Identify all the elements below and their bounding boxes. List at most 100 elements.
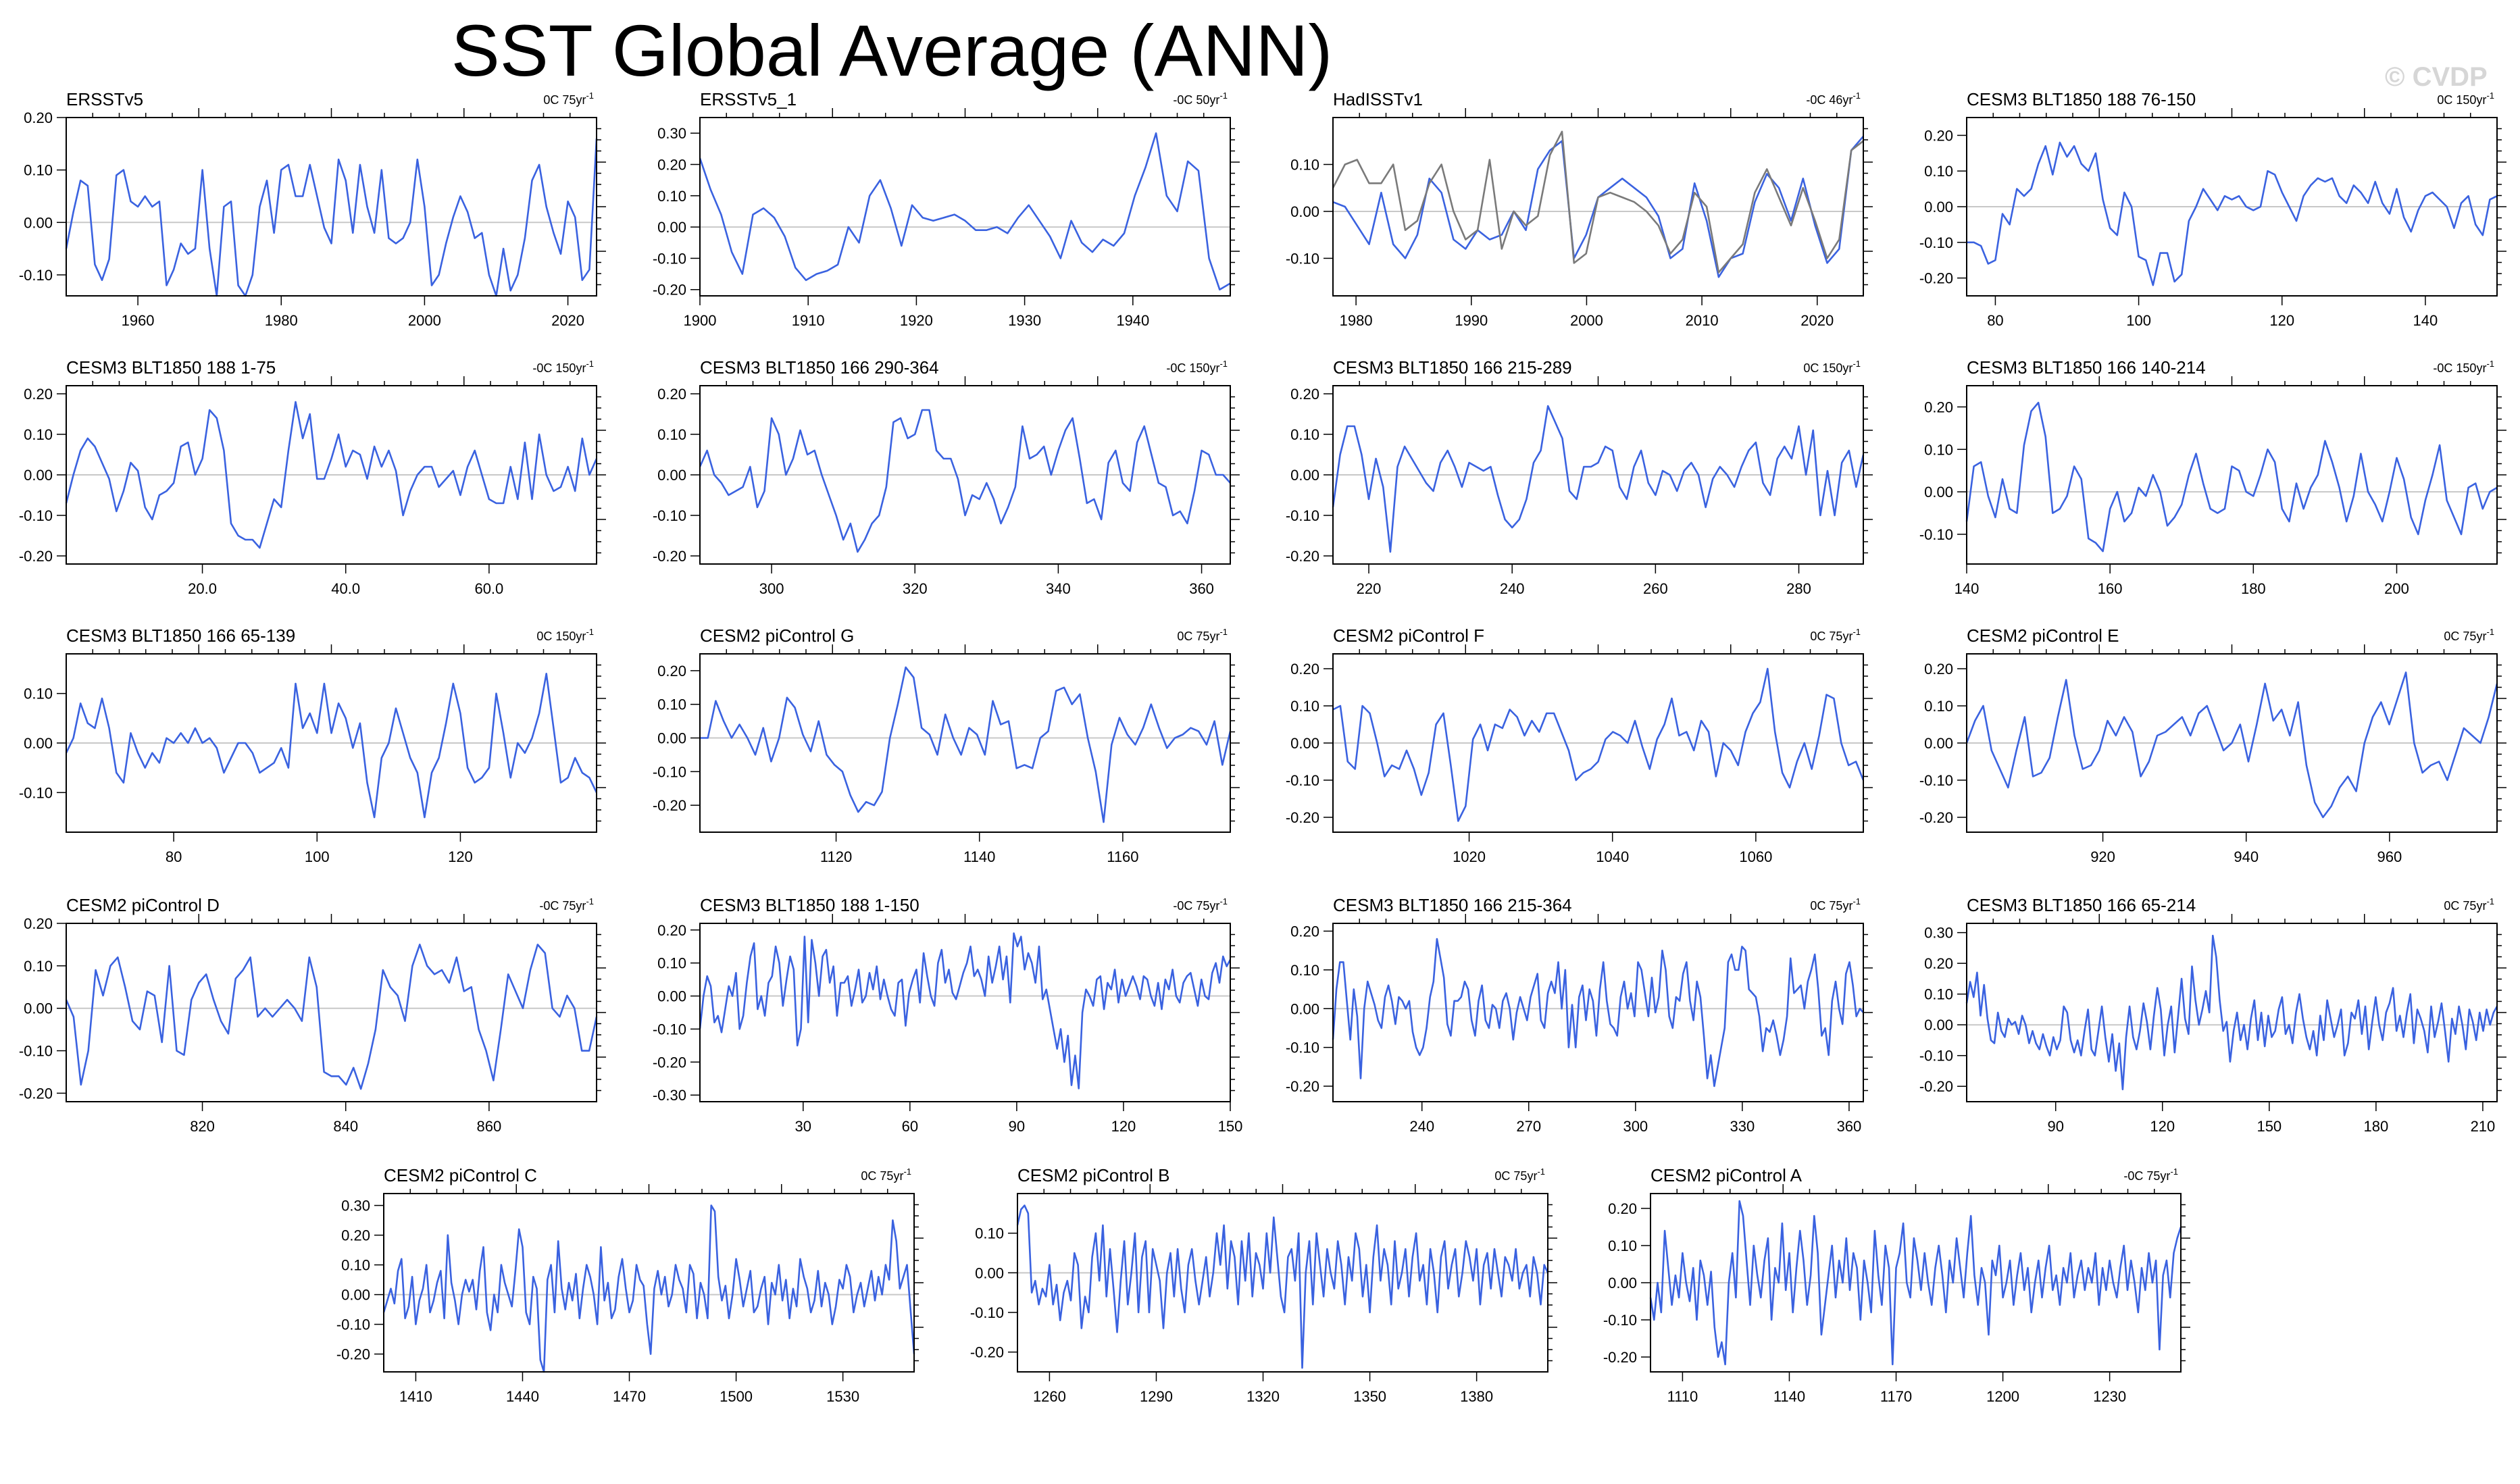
y-tick-label: -0.10 (19, 1043, 53, 1060)
chart-panel-cesm2-picontrol-d: 0.20 0.10 0.00 -0.10 -0.20 820 840 860 CESM2 piC… (19, 895, 606, 1135)
x-tick-label: 1170 (1880, 1388, 1912, 1405)
x-tick-label: 120 (2150, 1118, 2175, 1135)
x-tick-label: 120 (2269, 312, 2294, 329)
y-tick-label: 0.10 (657, 426, 686, 443)
x-tick-label: 180 (2241, 580, 2266, 597)
y-tick-label: 0.20 (24, 915, 53, 932)
y-tick-label: 0.20 (1924, 955, 1953, 972)
y-tick-label: 0.00 (657, 219, 686, 236)
y-tick-label: 0.20 (1290, 661, 1319, 677)
y-tick-label: 0.00 (1290, 467, 1319, 484)
y-tick-label: -0.10 (1286, 1040, 1319, 1056)
trend-label: -0C 75yr-1 (1173, 896, 1228, 913)
panel-title: CESM2 piControl B (1017, 1165, 1169, 1185)
series-line-cesm3-blt1850-166-65-139 (65, 672, 598, 819)
series-line-cesm2-picontrol-c (382, 1204, 915, 1373)
panel-title: CESM3 BLT1850 166 290-364 (700, 357, 939, 378)
chart-panel-cesm3-blt1850-188-1-75: 0.20 0.10 0.00 -0.10 -0.20 20.0 40.0 60.0 CESM3 … (19, 357, 606, 597)
x-tick-label: 140 (2413, 312, 2438, 329)
chart-panel-cesm2-picontrol-e: 0.20 0.10 0.00 -0.10 -0.20 920 940 960 CESM2 piC… (1919, 625, 2506, 865)
trend-label: 0C 75yr-1 (861, 1167, 911, 1183)
y-tick-label: 0.00 (24, 214, 53, 231)
y-tick-label: -0.10 (1286, 507, 1319, 524)
panel-title: HadISSTv1 (1333, 89, 1423, 109)
y-tick-label: 0.10 (1924, 163, 1953, 180)
y-tick-label: 0.00 (975, 1264, 1004, 1281)
y-tick-label: -0.10 (970, 1304, 1004, 1321)
y-tick-label: 0.00 (1290, 1000, 1319, 1017)
x-tick-label: 2000 (408, 312, 441, 329)
x-tick-label: 240 (1500, 580, 1525, 597)
x-tick-label: 360 (1189, 580, 1214, 597)
x-tick-label: 280 (1786, 580, 1811, 597)
trend-label: 0C 150yr-1 (536, 627, 594, 643)
y-tick-label: 0.00 (657, 730, 686, 747)
x-tick-label: 1990 (1455, 312, 1488, 329)
series-line-ersstv5-1 (699, 132, 1231, 291)
trend-label: 0C 150yr-1 (1803, 359, 1861, 375)
x-tick-label: 1200 (1986, 1388, 2019, 1405)
y-tick-label: -0.20 (970, 1344, 1004, 1361)
series-line-cesm3-blt1850-166-140-214 (1965, 401, 2498, 553)
y-tick-label: 0.10 (657, 955, 686, 972)
x-tick-label: 860 (477, 1118, 502, 1135)
x-tick-label: 300 (759, 580, 784, 597)
series-line-cesm2-picontrol-g (700, 666, 1232, 823)
y-tick-label: -0.20 (19, 1085, 53, 1102)
x-tick-label: 1230 (2093, 1388, 2126, 1405)
series-line-cesm2-picontrol-a (1649, 1200, 2182, 1366)
x-tick-label: 1350 (1353, 1388, 1386, 1405)
x-tick-label: 820 (190, 1118, 215, 1135)
y-tick-label: -0.20 (653, 1054, 686, 1071)
series-line-cesm3-blt1850-166-65-214 (1965, 934, 2498, 1091)
trend-label: 0C 75yr-1 (1810, 896, 1861, 913)
trend-label: 0C 75yr-1 (1494, 1167, 1545, 1183)
x-tick-label: 260 (1643, 580, 1668, 597)
panel-title: CESM3 BLT1850 166 215-364 (1333, 895, 1572, 915)
y-tick-label: 0.10 (1924, 698, 1953, 715)
x-tick-label: 150 (1218, 1118, 1243, 1135)
y-tick-label: 0.10 (975, 1225, 1004, 1242)
trend-label: 0C 75yr-1 (543, 91, 594, 107)
x-tick-label: 60.0 (474, 580, 503, 597)
y-tick-label: 0.10 (1924, 986, 1953, 1003)
y-tick-label: 0.00 (341, 1287, 370, 1304)
y-tick-label: -0.10 (1919, 1048, 1953, 1065)
series-line-cesm2-picontrol-e (1965, 671, 2498, 819)
plot-frame (1966, 385, 2498, 565)
chart-panel-cesm2-picontrol-b: 0.10 0.00 -0.10 -0.20 1260 1290 1320 1350 1380 CE… (970, 1165, 1557, 1405)
panel-title: CESM3 BLT1850 166 140-214 (1967, 357, 2206, 378)
y-tick-label: 0.00 (1608, 1275, 1637, 1291)
y-tick-label: 0.20 (24, 386, 53, 403)
chart-panel-cesm2-picontrol-c: 0.30 0.20 0.10 0.00 -0.10 -0.20 1410 1440 1470 15… (336, 1165, 924, 1405)
x-tick-label: 2020 (551, 312, 584, 329)
x-tick-label: 1410 (399, 1388, 432, 1405)
y-tick-label: -0.10 (19, 784, 53, 801)
x-tick-label: 2010 (1686, 312, 1719, 329)
y-tick-label: 0.10 (1290, 962, 1319, 979)
y-tick-label: 0.00 (1290, 203, 1319, 220)
series-line-cesm3-blt1850-166-215-364 (1332, 938, 1864, 1088)
x-tick-label: 920 (2090, 848, 2115, 865)
y-tick-label: -0.10 (336, 1316, 370, 1333)
x-tick-label: 960 (2377, 848, 2402, 865)
y-tick-label: 0.00 (24, 1000, 53, 1017)
x-tick-label: 1440 (506, 1388, 539, 1405)
x-tick-label: 100 (305, 848, 330, 865)
y-tick-label: 0.10 (1924, 441, 1953, 458)
x-tick-label: 1120 (820, 848, 852, 865)
y-tick-label: 0.30 (1924, 925, 1953, 942)
y-tick-label: -0.20 (653, 548, 686, 565)
x-tick-label: 1530 (826, 1388, 859, 1405)
y-tick-label: 0.20 (1608, 1200, 1637, 1217)
x-tick-label: 80 (166, 848, 182, 865)
x-tick-label: 270 (1516, 1118, 1541, 1135)
trend-label: -0C 150yr-1 (532, 359, 594, 375)
chart-panel-ersstv5: 0.20 0.10 0.00 -0.10 1960 1980 2000 2020 ERSSTv5… (19, 89, 606, 329)
panel-title: CESM3 BLT1850 166 65-139 (66, 625, 295, 646)
x-tick-label: 1980 (265, 312, 298, 329)
x-tick-label: 1320 (1246, 1388, 1280, 1405)
x-tick-label: 1980 (1340, 312, 1373, 329)
y-tick-label: 0.20 (1290, 923, 1319, 940)
y-tick-label: -0.20 (1919, 809, 1953, 826)
